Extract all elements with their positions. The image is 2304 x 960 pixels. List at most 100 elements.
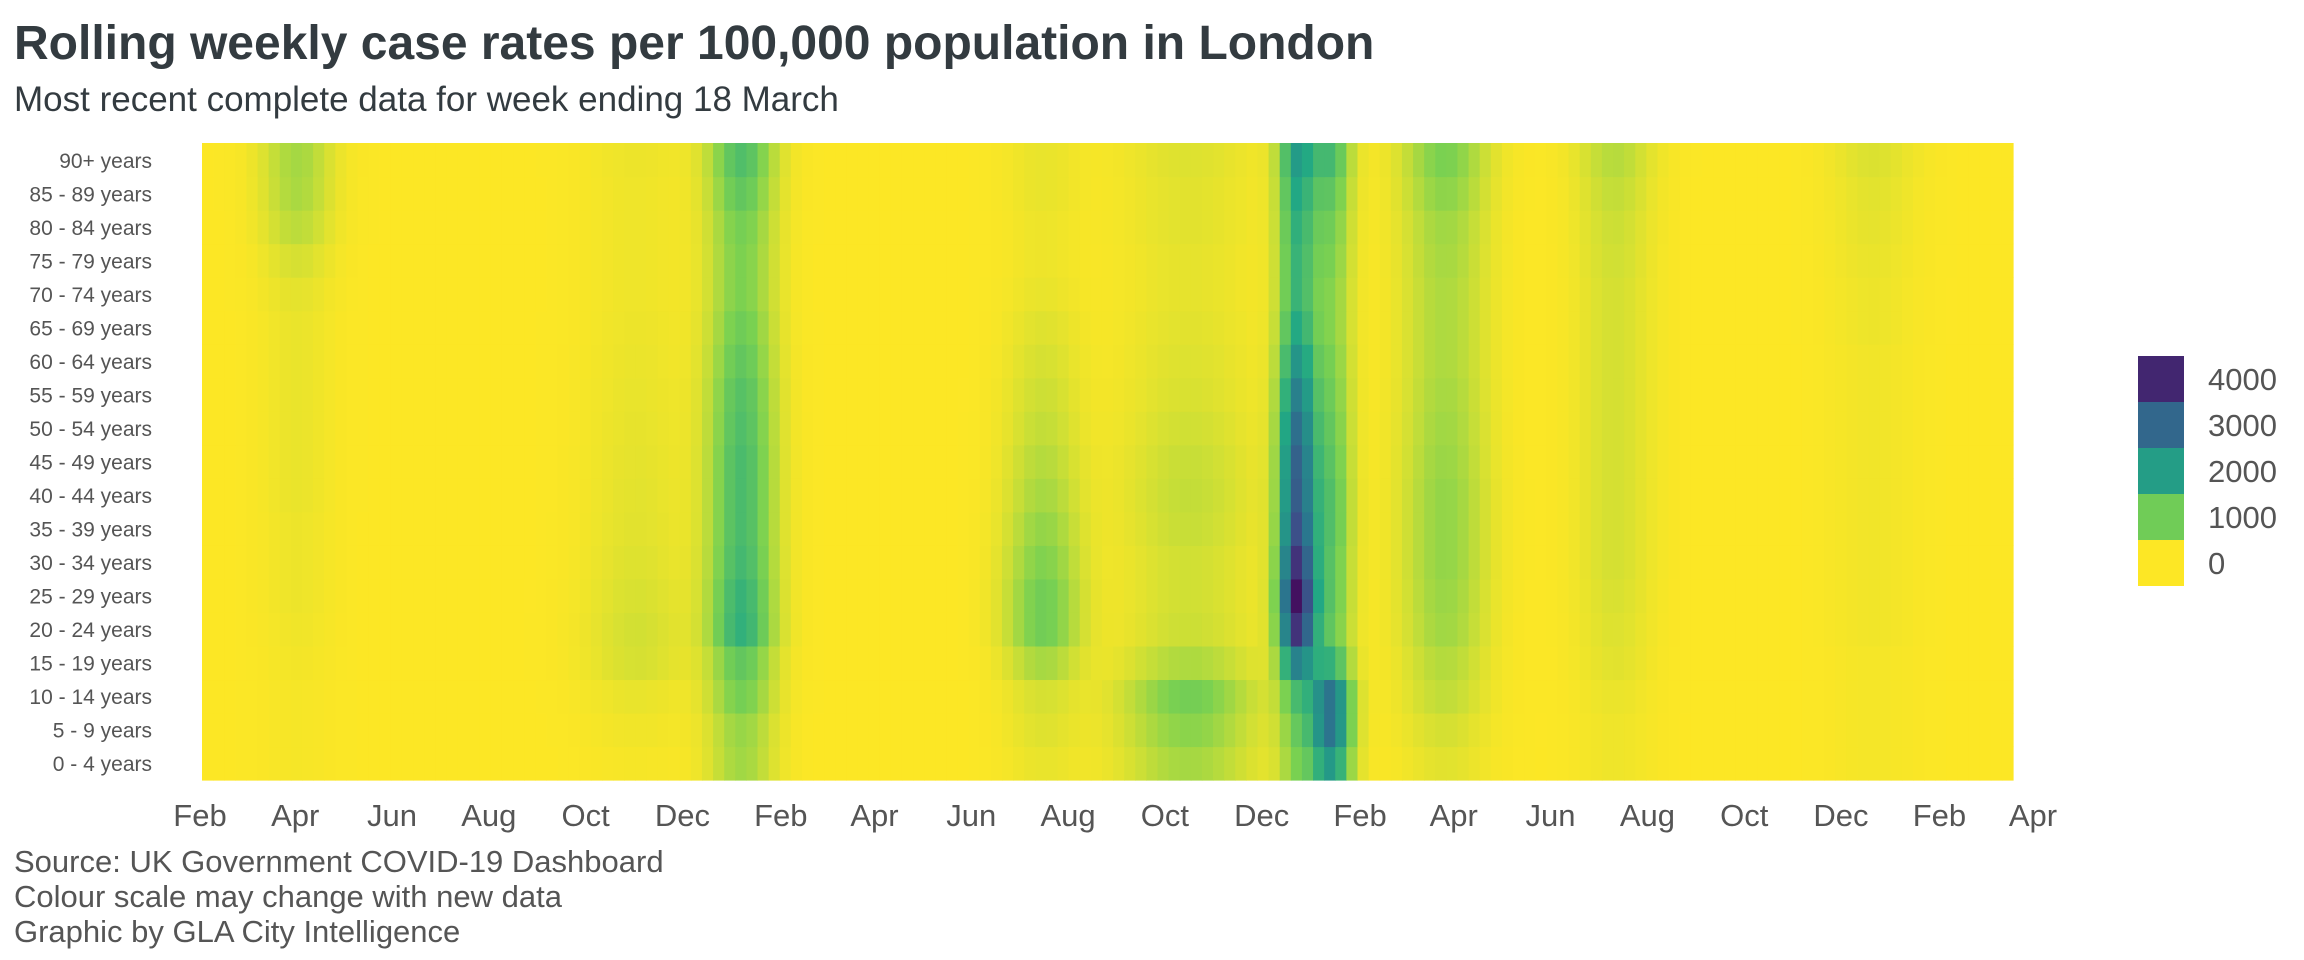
- heatmap-cell: [1679, 645, 1692, 681]
- heatmap-cell: [957, 746, 970, 781]
- heatmap-cell: [1935, 545, 1947, 580]
- heatmap-cell: [1668, 645, 1681, 681]
- heatmap-cell: [668, 712, 681, 748]
- heatmap-cell: [1246, 612, 1259, 647]
- heatmap-cell: [1679, 578, 1692, 613]
- heatmap-cell: [290, 210, 303, 245]
- heatmap-cell: [424, 344, 436, 379]
- heatmap-cell: [1079, 578, 1092, 613]
- heatmap-cell: [1435, 478, 1447, 513]
- heatmap-cell: [1468, 545, 1481, 580]
- heatmap-cell: [679, 746, 692, 781]
- heatmap-cell: [601, 444, 614, 479]
- heatmap-cell: [657, 277, 670, 312]
- heatmap-cell: [646, 578, 659, 613]
- heatmap-cell: [1624, 746, 1636, 781]
- y-tick-label: 45 - 49 years: [29, 452, 152, 475]
- heatmap-cell: [1346, 712, 1359, 748]
- heatmap-cell: [1868, 645, 1881, 681]
- heatmap-cell: [1713, 578, 1725, 613]
- heatmap-cell: [1846, 746, 1859, 781]
- heatmap-cell: [1757, 645, 1770, 681]
- heatmap-cell: [968, 478, 981, 513]
- heatmap-cell: [1124, 679, 1136, 714]
- heatmap-cell: [613, 411, 625, 446]
- heatmap-cell: [368, 578, 381, 613]
- heatmap-cell: [1724, 411, 1736, 446]
- heatmap-cell: [268, 411, 281, 446]
- heatmap-cell: [968, 679, 981, 714]
- heatmap-cell: [1157, 176, 1170, 211]
- heatmap-cell: [1613, 545, 1625, 580]
- heatmap-cell: [446, 243, 459, 278]
- heatmap-cell: [690, 243, 703, 278]
- heatmap-cell: [1268, 176, 1281, 211]
- heatmap-cell: [1879, 377, 1892, 412]
- heatmap-cell: [1257, 310, 1270, 345]
- heatmap-cell: [1146, 344, 1159, 379]
- heatmap-cell: [779, 310, 792, 345]
- heatmap-cell: [1246, 746, 1259, 781]
- heatmap-cell: [1479, 310, 1492, 345]
- heatmap-cell: [1290, 645, 1303, 681]
- heatmap-cell: [535, 545, 548, 580]
- heatmap-cell: [501, 143, 514, 178]
- heatmap-cell: [424, 578, 436, 613]
- heatmap-cell: [346, 612, 359, 647]
- heatmap-cell: [768, 176, 781, 211]
- heatmap-cell: [1390, 478, 1403, 513]
- heatmap-cell: [1135, 478, 1147, 513]
- heatmap-cell: [646, 377, 659, 412]
- heatmap-cell: [1313, 478, 1325, 513]
- heatmap-cell: [624, 478, 636, 513]
- heatmap-cell: [1968, 310, 1981, 345]
- heatmap-cell: [424, 310, 436, 345]
- heatmap-cell: [824, 243, 836, 278]
- heatmap-cell: [1946, 210, 1959, 245]
- heatmap-cell: [768, 210, 781, 245]
- heatmap-cell: [224, 310, 236, 345]
- heatmap-cell: [1668, 578, 1681, 613]
- heatmap-cell: [1757, 143, 1770, 178]
- heatmap-cell: [613, 478, 625, 513]
- heatmap-cell: [301, 545, 314, 580]
- heatmap-cell: [1090, 612, 1103, 647]
- heatmap-cell: [1590, 578, 1603, 613]
- heatmap-cell: [379, 344, 392, 379]
- heatmap-cell: [513, 612, 525, 647]
- heatmap-cell: [1124, 277, 1136, 312]
- heatmap-cell: [924, 344, 936, 379]
- heatmap-cell: [968, 645, 981, 681]
- heatmap-cell: [513, 176, 525, 211]
- heatmap-cell: [690, 612, 703, 647]
- heatmap-cell: [1401, 277, 1414, 312]
- heatmap-cell: [1657, 645, 1670, 681]
- heatmap-cell: [1046, 277, 1059, 312]
- heatmap-cell: [213, 746, 225, 781]
- heatmap-cell: [1613, 612, 1625, 647]
- heatmap-cell: [1879, 578, 1892, 613]
- heatmap-cell: [368, 478, 381, 513]
- heatmap-cell: [457, 545, 470, 580]
- heatmap-cell: [801, 712, 814, 748]
- heatmap-cell: [779, 478, 792, 513]
- heatmap-cell: [246, 243, 259, 278]
- heatmap-cell: [1868, 310, 1881, 345]
- heatmap-cell: [1179, 679, 1192, 714]
- heatmap-cell: [1235, 310, 1247, 345]
- heatmap-cell: [1701, 444, 1714, 479]
- heatmap-cell: [1468, 310, 1481, 345]
- heatmap-cell: [1713, 143, 1725, 178]
- heatmap-cell: [1390, 612, 1403, 647]
- heatmap-cell: [1957, 679, 1970, 714]
- heatmap-cell: [290, 478, 303, 513]
- heatmap-cell: [1568, 411, 1581, 446]
- heatmap-cell: [535, 645, 548, 681]
- heatmap-cell: [1268, 712, 1281, 748]
- heatmap-cell: [901, 712, 914, 748]
- heatmap-cell: [790, 511, 803, 546]
- heatmap-cell: [1835, 277, 1847, 312]
- heatmap-cell: [301, 344, 314, 379]
- heatmap-cell: [1735, 411, 1747, 446]
- heatmap-cell: [435, 578, 448, 613]
